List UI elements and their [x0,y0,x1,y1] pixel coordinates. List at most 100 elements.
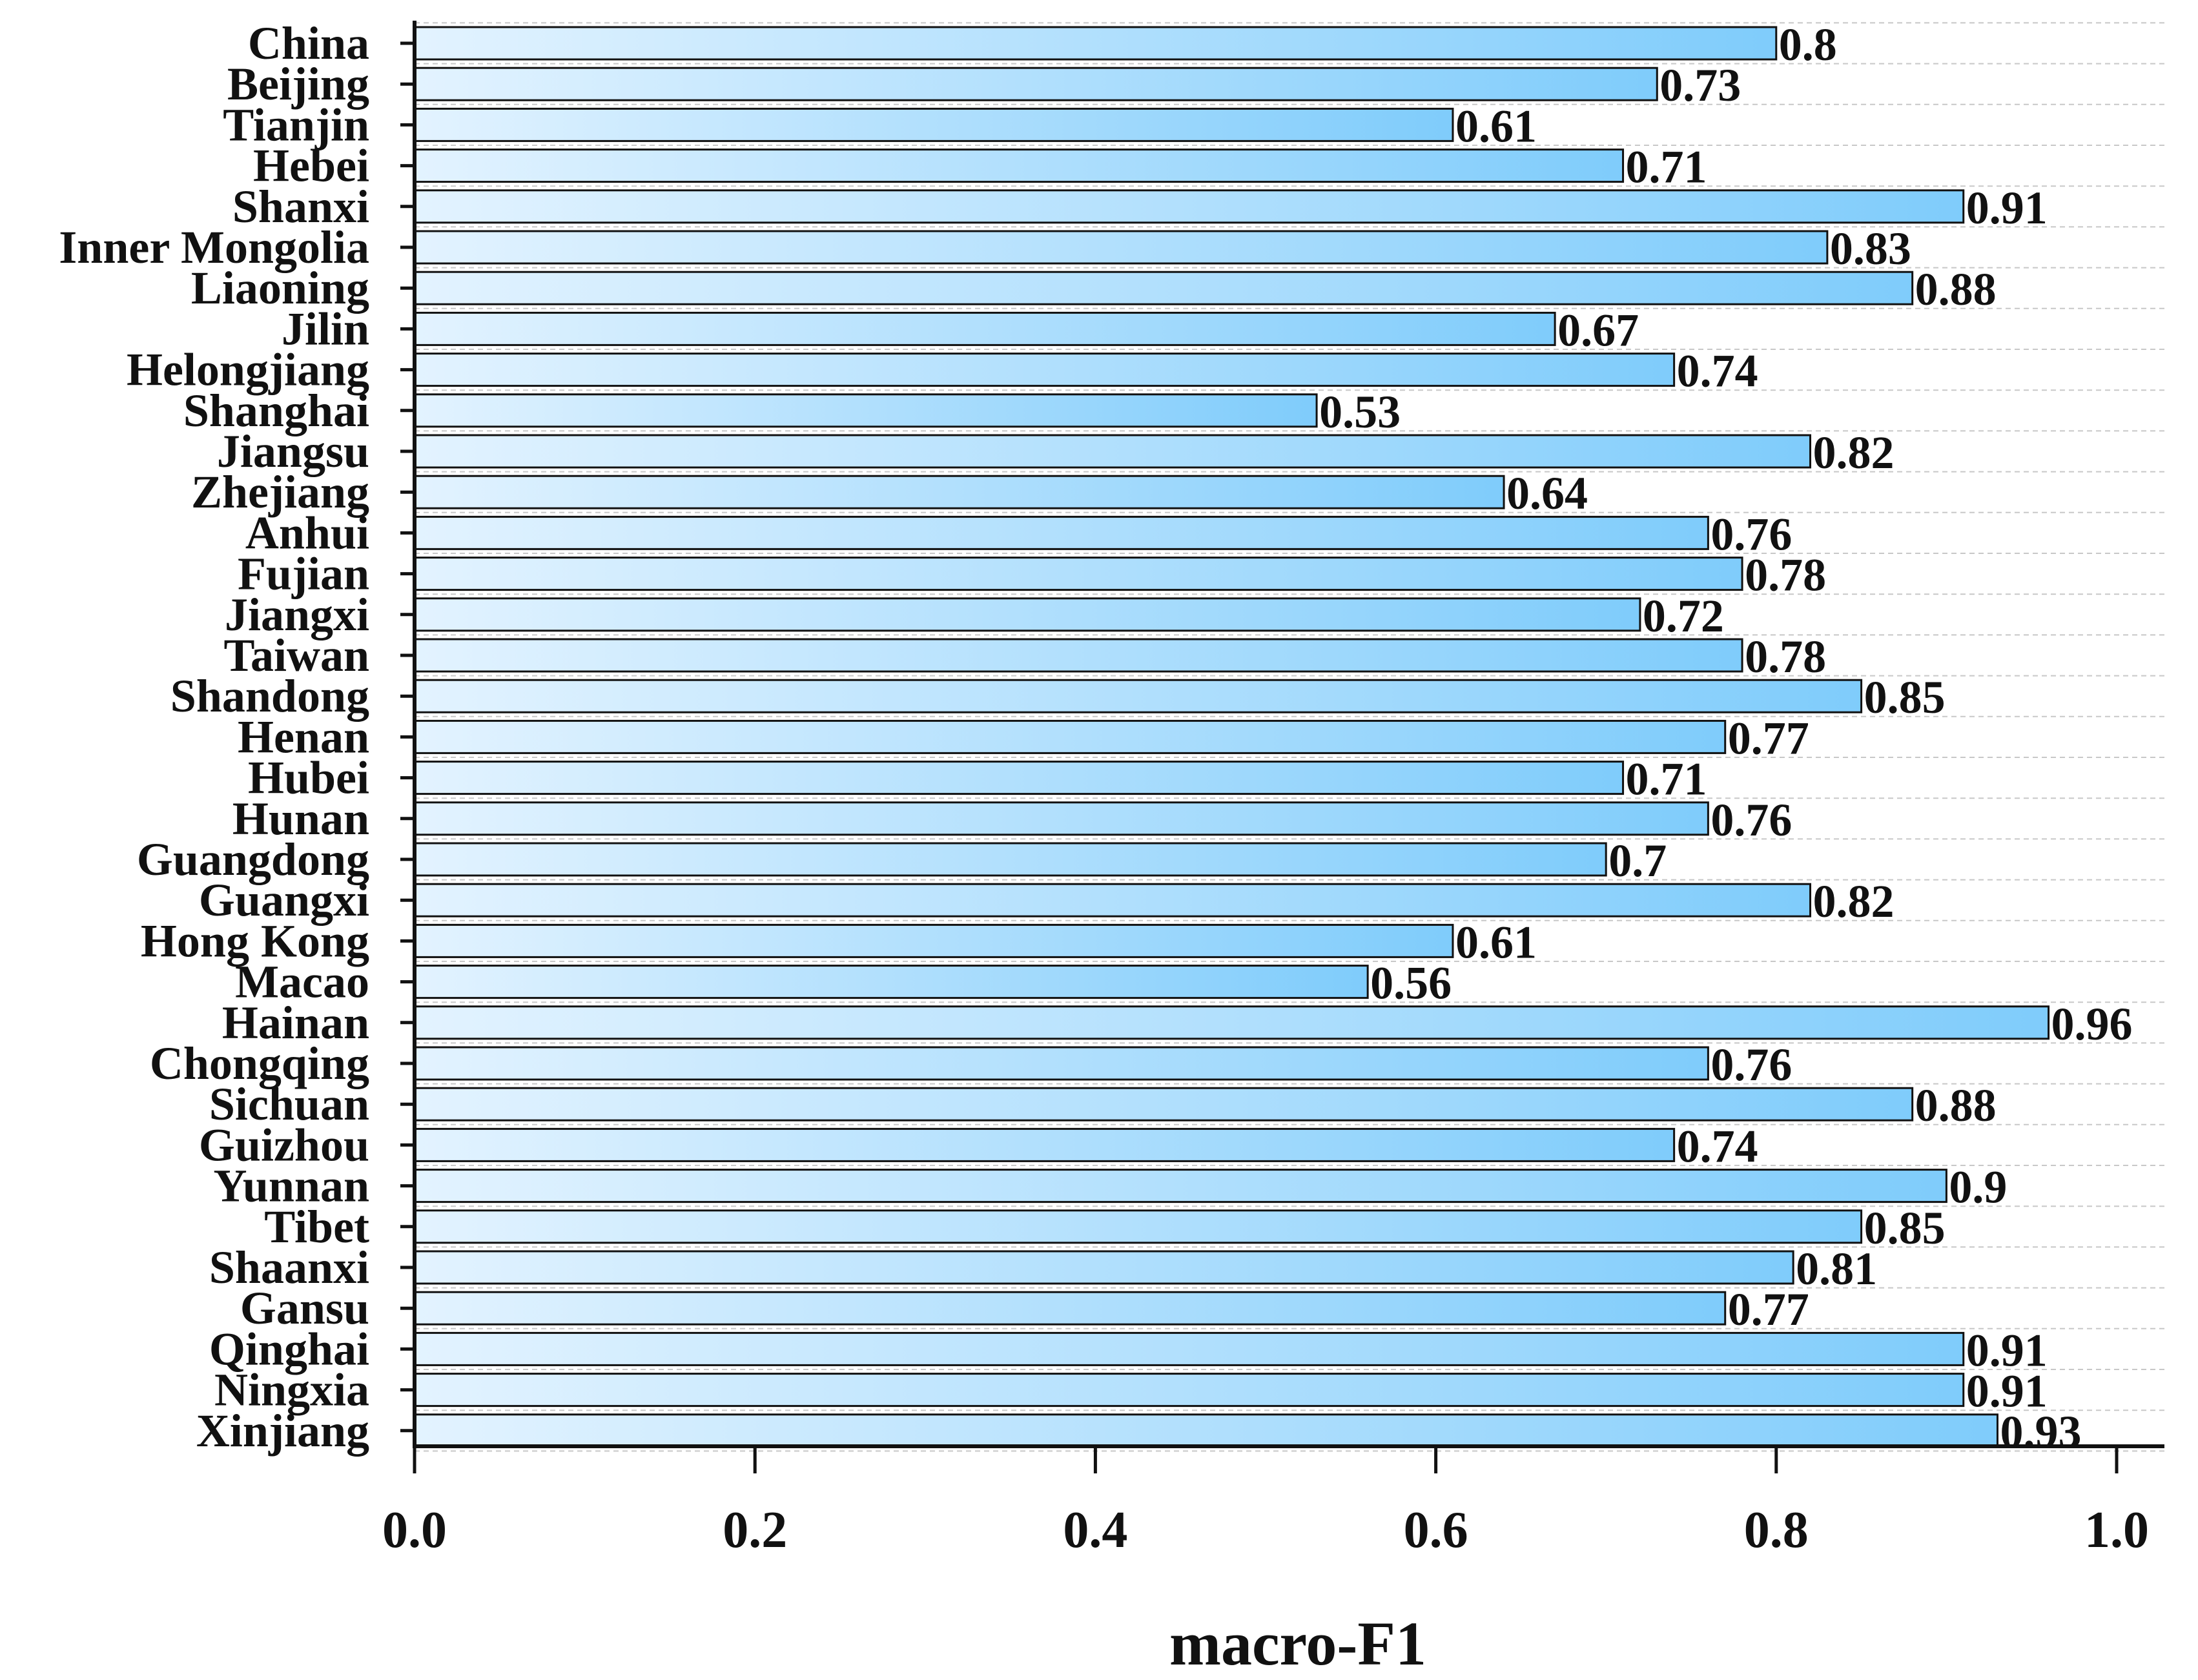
value-label: 0.61 [1455,100,1537,152]
category-label: China [248,17,369,69]
value-label: 0.73 [1659,59,1741,111]
value-label: 0.74 [1677,1120,1758,1172]
bar [413,107,1454,142]
category-label: Jiangxi [225,589,369,640]
bar [413,26,1778,61]
category-label: Helongjiang [127,344,369,396]
bar [413,271,1914,305]
bar [413,965,1369,999]
category-label: Ningxia [214,1364,369,1416]
bar [413,67,1658,101]
bar [413,883,1812,917]
category-label: Shanxi [232,181,369,232]
category-label: Anhui [245,507,369,558]
value-label: 0.67 [1557,304,1639,356]
value-label: 0.8 [1779,19,1837,70]
category-label: Sichuan [209,1078,369,1130]
bar [413,801,1709,836]
value-label: 0.83 [1830,223,1911,274]
value-label: 0.82 [1813,427,1895,478]
bar [413,434,1812,469]
category-label: Jiangsu [217,425,369,477]
value-label: 0.64 [1506,467,1588,519]
bar [413,1291,1727,1326]
value-label: 0.81 [1796,1243,1877,1295]
category-label: Yunnan [213,1160,369,1212]
grid-lines [415,22,2164,1452]
category-label: Qinghai [209,1323,369,1375]
value-label: 0.76 [1710,508,1792,560]
x-tick-label: 0.4 [1063,1502,1127,1559]
x-tick-label: 0.0 [382,1502,447,1559]
category-label: Tianjin [223,99,369,150]
bar [413,393,1318,428]
category-label: Liaoning [191,262,369,314]
value-label: 0.71 [1626,753,1707,805]
category-label: Tibet [264,1201,369,1253]
value-label: 0.85 [1864,671,1946,723]
value-label: 0.61 [1455,916,1537,968]
category-label: Zhejiang [191,466,369,518]
category-label: Hainan [222,997,369,1049]
bar [413,1373,1965,1408]
value-label: 0.71 [1626,141,1707,193]
value-label: 0.74 [1677,345,1758,397]
x-tick-label: 1.0 [2084,1502,2149,1559]
value-label: 0.85 [1864,1202,1946,1254]
labels: China 0.8 Beijing 0.73 Tianjin 0.61 Hebei 0.71 S… [59,17,2149,1559]
x-axis-title: macro-F1 [1169,1609,1426,1677]
bar [413,1127,1676,1162]
value-label: 0.77 [1728,712,1809,764]
value-label: 0.88 [1915,263,1997,315]
bar [413,1046,1709,1081]
value-label: 0.82 [1813,876,1895,927]
bar [413,189,1965,224]
category-label: Inner Mongolia [59,221,369,273]
bar [413,311,1556,346]
value-label: 0.76 [1710,1039,1792,1091]
value-label: 0.77 [1728,1284,1809,1335]
bar [413,679,1863,713]
value-label: 0.88 [1915,1080,1997,1131]
category-label: Hong Kong [141,915,369,967]
value-label: 0.76 [1710,794,1792,846]
value-label: 0.93 [2000,1406,2081,1458]
value-label: 0.91 [1966,1324,2048,1376]
category-label: Hunan [232,793,369,845]
value-label: 0.72 [1643,590,1724,642]
value-label: 0.53 [1319,386,1401,438]
category-label: Beijing [227,58,369,110]
bar [413,230,1829,265]
x-tick-label: 0.2 [723,1502,787,1559]
bar [413,597,1641,632]
category-label: Shaanxi [209,1242,369,1293]
value-label: 0.91 [1966,182,2048,234]
category-label: Guizhou [199,1119,369,1171]
category-label: Fujian [238,548,369,600]
bar [413,1005,2050,1040]
category-label: Jilin [282,303,369,354]
bar [413,1087,1914,1122]
bar [413,1169,1947,1204]
bar [413,638,1743,673]
category-label: Gansu [240,1282,369,1334]
bar [413,1331,1965,1366]
category-label: Shanghai [183,385,369,436]
bar [413,149,1625,183]
bar [413,923,1454,958]
bar [413,761,1625,795]
category-label: Shandong [170,670,369,722]
bar [413,1250,1794,1285]
bar [413,353,1676,387]
axes [400,21,2164,1473]
category-label: Henan [238,711,369,763]
x-tick-label: 0.8 [1744,1502,1809,1559]
category-label: Hebei [253,140,369,192]
value-label: 0.78 [1745,631,1826,682]
bar [413,1413,1998,1448]
value-label: 0.7 [1608,835,1667,886]
value-label: 0.56 [1370,958,1452,1009]
category-label: Macao [235,956,369,1008]
value-label: 0.78 [1745,549,1826,601]
